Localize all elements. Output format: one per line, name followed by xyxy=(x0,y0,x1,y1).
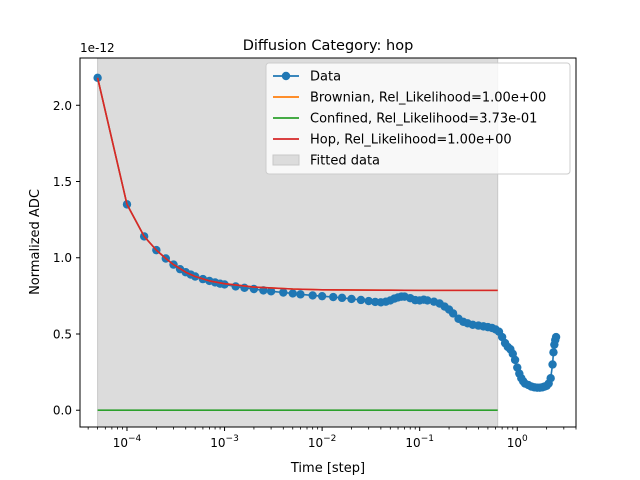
x-tick-label: 10−1 xyxy=(405,434,434,450)
legend-label: Confined, Rel_Likelihood=3.73e-01 xyxy=(310,112,537,127)
data-point xyxy=(279,288,288,297)
chart-title: Diffusion Category: hop xyxy=(243,38,414,54)
legend: Data Brownian, Rel_Likelihood=1.00e+00 Con… xyxy=(265,62,571,175)
data-point xyxy=(288,289,297,298)
y-offset-text: 1e-12 xyxy=(80,41,115,55)
data-point xyxy=(423,296,432,305)
y-axis-title: Normalized ADC xyxy=(28,189,43,295)
data-point xyxy=(364,296,373,306)
legend-label: Brownian, Rel_Likelihood=1.00e+00 xyxy=(310,91,546,106)
legend-box xyxy=(265,62,571,175)
axes-frame xyxy=(79,57,577,428)
x-tick-label: 10−4 xyxy=(113,434,142,450)
data-point xyxy=(296,290,305,299)
legend-swatch xyxy=(272,154,300,166)
x-axis-title: Time [step] xyxy=(290,461,365,476)
legend-label: Data xyxy=(310,70,341,85)
series-line-3 xyxy=(96,77,498,292)
data-point xyxy=(356,295,366,305)
x-tick-label: 100 xyxy=(507,434,528,450)
y-tick-label: 1.5 xyxy=(53,175,72,189)
axis-ticks: 0.0 0.5 1.0 1.5 2.0 10−4 10−3 10−2 10−1 100 xyxy=(53,99,577,450)
legend-label: Fitted data xyxy=(310,154,380,169)
legend-marker xyxy=(281,71,291,81)
legend-label: Hop, Rel_Likelihood=1.00e+00 xyxy=(310,133,512,148)
data-point xyxy=(231,282,240,291)
data-point xyxy=(266,287,276,296)
x-tick-label: 10−3 xyxy=(210,434,239,450)
data-point xyxy=(329,292,338,302)
y-tick-label: 0.0 xyxy=(53,404,72,418)
data-point xyxy=(510,355,520,365)
data-point xyxy=(448,309,458,318)
y-tick-label: 2.0 xyxy=(53,99,72,113)
y-tick-label: 1.0 xyxy=(53,251,72,265)
data-point xyxy=(548,360,557,369)
y-tick-label: 0.5 xyxy=(53,327,72,341)
data-point xyxy=(347,294,356,304)
data-point xyxy=(308,291,317,300)
data-point xyxy=(337,293,347,303)
data-point xyxy=(546,374,555,383)
data-point xyxy=(551,332,561,342)
data-point xyxy=(317,291,327,301)
data-point xyxy=(549,348,558,357)
x-tick-label: 10−2 xyxy=(308,434,337,450)
